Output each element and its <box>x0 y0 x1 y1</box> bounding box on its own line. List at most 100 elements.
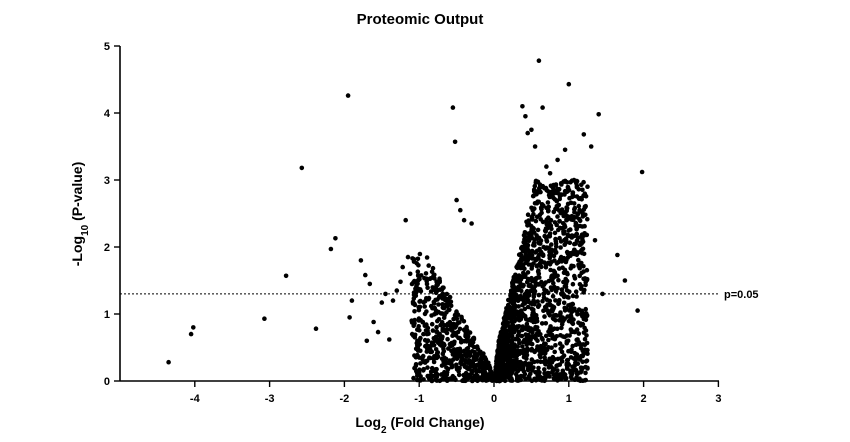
data-point <box>458 207 463 213</box>
data-point <box>444 302 449 307</box>
data-point <box>511 313 517 319</box>
data-point <box>536 58 542 63</box>
data-point <box>425 285 430 291</box>
data-point <box>562 294 568 299</box>
data-point <box>639 169 645 175</box>
data-point <box>584 333 589 338</box>
data-point <box>577 218 583 224</box>
data-point <box>473 353 478 359</box>
data-point <box>574 231 580 237</box>
data-point <box>411 375 416 381</box>
data-point <box>588 144 594 149</box>
x-tick-label: 0 <box>491 393 497 405</box>
data-point <box>574 352 580 357</box>
data-point <box>558 239 564 244</box>
data-point <box>467 365 472 371</box>
data-point <box>541 341 547 347</box>
data-point <box>534 347 540 352</box>
data-point <box>511 278 516 284</box>
data-point <box>423 271 429 276</box>
data-point <box>442 362 447 367</box>
data-point <box>434 311 439 316</box>
data-point <box>398 279 403 285</box>
x-tick-label: 2 <box>641 393 647 405</box>
data-point <box>481 372 487 377</box>
data-point <box>578 240 583 246</box>
data-point <box>583 370 588 376</box>
data-point <box>457 326 463 332</box>
data-point <box>546 246 552 251</box>
data-point <box>567 195 572 201</box>
data-point <box>543 262 549 268</box>
data-point <box>500 375 505 381</box>
data-point <box>519 244 525 250</box>
data-point <box>558 372 563 377</box>
data-point <box>520 339 526 345</box>
data-point <box>570 343 575 349</box>
data-point <box>558 245 563 250</box>
data-point <box>536 365 541 371</box>
y-tick-label: 0 <box>104 376 110 388</box>
data-point <box>569 213 575 219</box>
data-point <box>313 326 319 332</box>
data-point <box>514 297 520 303</box>
data-point <box>483 366 488 372</box>
data-point <box>574 327 580 332</box>
data-point <box>552 349 557 355</box>
data-point <box>537 182 543 187</box>
data-point <box>549 226 554 232</box>
data-point <box>575 361 581 367</box>
data-point <box>540 219 546 225</box>
data-point <box>555 273 560 279</box>
data-point <box>565 364 570 369</box>
data-point <box>549 360 555 365</box>
data-point <box>551 209 557 215</box>
data-point <box>516 332 521 338</box>
data-point <box>537 212 543 218</box>
data-point <box>434 324 439 330</box>
data-point <box>549 307 555 313</box>
data-point <box>537 275 542 280</box>
data-point <box>552 230 558 236</box>
data-point <box>516 252 522 257</box>
data-point <box>440 291 446 297</box>
data-point <box>520 324 526 329</box>
data-point <box>579 308 584 314</box>
data-point <box>615 252 620 258</box>
data-point <box>538 343 544 349</box>
data-point <box>575 211 581 217</box>
data-point <box>546 345 551 350</box>
data-point <box>457 320 462 325</box>
data-point <box>461 319 467 324</box>
data-point <box>524 279 530 285</box>
data-point <box>596 112 601 117</box>
data-point <box>527 376 532 381</box>
data-point <box>447 294 453 300</box>
data-point <box>553 236 558 242</box>
data-point <box>516 311 522 316</box>
data-point <box>400 264 406 270</box>
data-point <box>415 269 421 275</box>
data-point <box>536 332 541 338</box>
data-point <box>506 344 512 350</box>
data-point <box>550 294 556 299</box>
y-tick-label: 1 <box>104 309 110 321</box>
data-point <box>449 362 455 368</box>
data-point <box>584 232 590 238</box>
data-point <box>530 193 536 199</box>
data-point <box>574 181 579 186</box>
data-point <box>526 262 532 267</box>
data-point <box>390 298 396 303</box>
data-point <box>566 228 572 233</box>
data-point <box>560 355 565 360</box>
data-point <box>469 369 475 375</box>
data-point <box>449 348 454 354</box>
data-point <box>379 300 385 305</box>
data-point <box>442 295 448 301</box>
data-point <box>513 371 519 377</box>
data-point <box>417 328 422 333</box>
x-tick-label: -1 <box>414 393 424 405</box>
data-point <box>622 278 628 283</box>
data-point <box>522 306 528 312</box>
data-point <box>510 344 516 349</box>
